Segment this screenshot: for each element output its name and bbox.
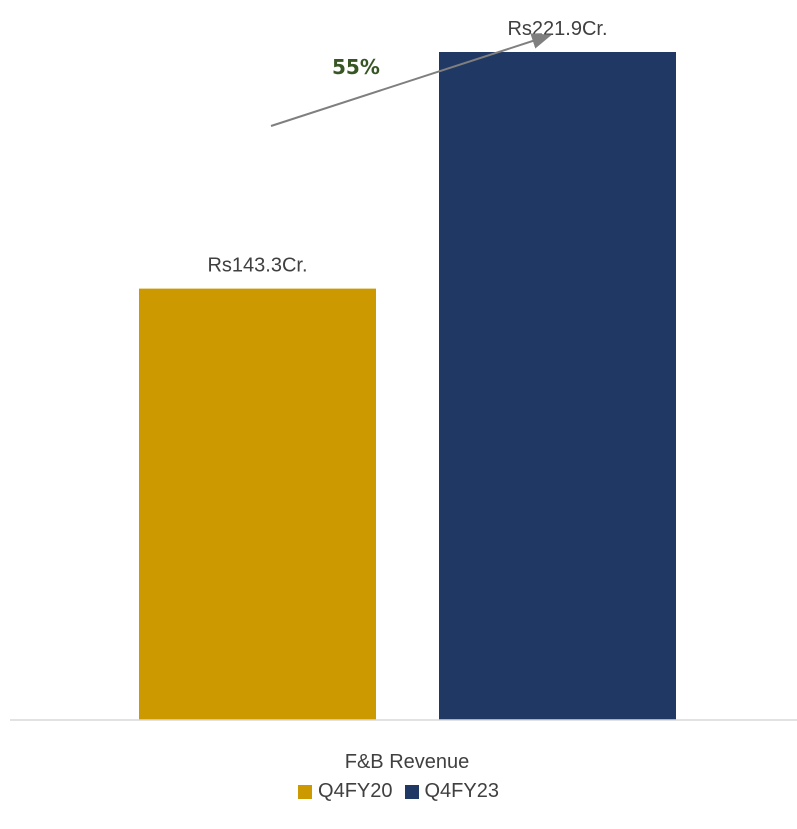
x-tick-label: F&B Revenue [345, 751, 470, 773]
legend-swatch-q4fy20 [298, 784, 313, 799]
legend-label-q4fy20: Q4FY20 [318, 780, 393, 802]
growth-annotation: 55% [332, 55, 380, 79]
data-label-q4fy20: Rs143.3Cr. [207, 255, 307, 277]
legend: Q4FY20 Q4FY23 [0, 780, 797, 803]
data-label-q4fy23: Rs221.9Cr. [507, 18, 607, 40]
legend-item-q4fy20: Q4FY20 [298, 780, 393, 803]
legend-swatch-q4fy23 [404, 784, 419, 799]
bar-q4fy20 [139, 288, 376, 720]
growth-arrow [270, 33, 552, 127]
bar-q4fy23 [439, 52, 676, 720]
legend-item-q4fy23: Q4FY23 [404, 780, 499, 803]
legend-label-q4fy23: Q4FY23 [424, 780, 499, 802]
